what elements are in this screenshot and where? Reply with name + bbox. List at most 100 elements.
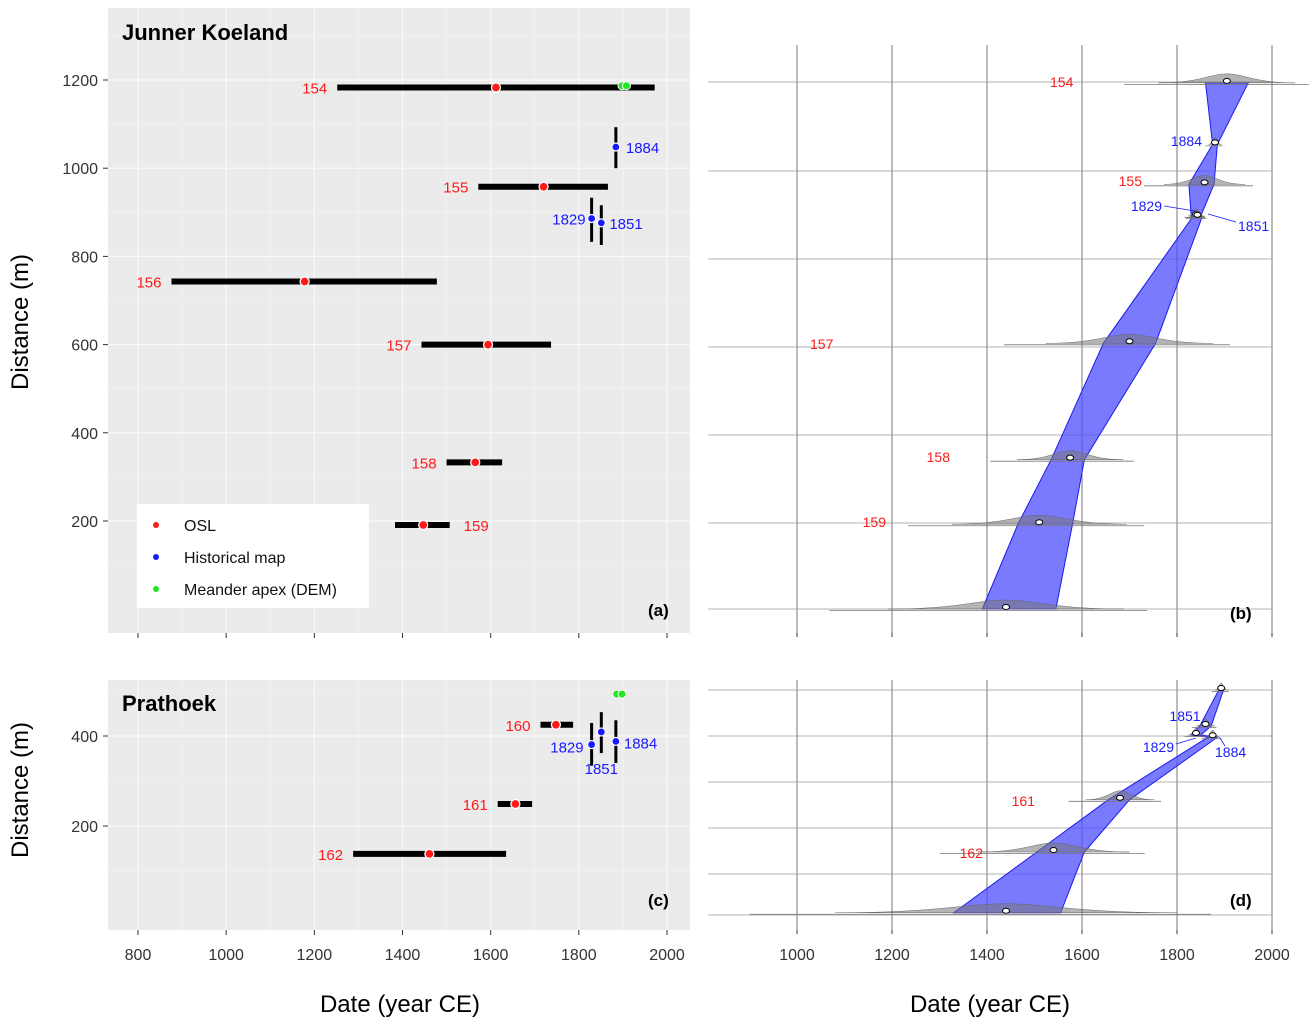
map-label: 1884 — [1215, 744, 1246, 760]
map-point — [596, 727, 606, 737]
panel-a-marks: 154 155 156 157 158 159 1884 1829 1851 — [136, 80, 659, 534]
median-point — [1125, 338, 1134, 345]
legend-apex-marker — [153, 586, 159, 592]
osl-label: 154 — [302, 80, 327, 97]
map-point — [611, 736, 621, 747]
osl-label: 162 — [960, 845, 984, 861]
label-leader — [1219, 737, 1226, 747]
median-point — [1116, 794, 1124, 801]
map-label: 1829 — [1131, 198, 1162, 214]
map-point — [611, 142, 621, 152]
x-tick-label: 2000 — [1254, 947, 1290, 964]
median-point — [1201, 721, 1210, 727]
panel-d: 1851 1829 1884 161 162 (d) — [708, 680, 1273, 930]
apex-point — [621, 81, 631, 91]
label-leader — [1163, 205, 1196, 212]
osl-point — [490, 82, 502, 93]
axis-ticks: 200 400 600 800 1000 1200 200 400 800 1000 1200 140… — [62, 73, 1289, 964]
map-label: 1829 — [1143, 739, 1174, 755]
median-point — [1211, 139, 1219, 146]
y-tick-label: 1200 — [62, 73, 98, 90]
y-axis-title-top: Distance (m) — [7, 254, 34, 390]
x-tick-label: 1600 — [473, 947, 509, 964]
osl-label: 159 — [863, 514, 887, 530]
panel-a-title: Junner Koeland — [122, 20, 288, 45]
panel-c-background — [108, 680, 690, 930]
age-depth-band — [981, 82, 1250, 610]
osl-label: 160 — [505, 718, 530, 735]
legend-box — [137, 504, 369, 608]
osl-label: 155 — [443, 180, 468, 197]
panel-c-tag: (c) — [648, 891, 669, 910]
median-point — [1002, 907, 1010, 914]
x-tick-label: 1800 — [561, 947, 597, 964]
median-point — [1208, 732, 1217, 739]
x-tick-label: 1200 — [874, 947, 910, 964]
panel-b: 154 1884 155 1829 1851 157 158 159 (b) — [708, 45, 1309, 633]
legend-apex-label: Meander apex (DEM) — [184, 582, 337, 599]
osl-label: 158 — [927, 449, 951, 465]
y-tick-label: 1000 — [62, 161, 98, 178]
legend-osl-marker — [153, 522, 159, 528]
osl-label: 156 — [136, 275, 161, 292]
panel-c-grid — [108, 680, 690, 930]
y-tick-label: 600 — [71, 338, 98, 355]
osl-label: 157 — [810, 336, 834, 352]
panel-c-title: Prathoek — [122, 691, 217, 716]
panel-d-marks: 1851 1829 1884 161 162 — [749, 682, 1246, 915]
x-tick-label: 1000 — [208, 947, 244, 964]
osl-point — [470, 457, 481, 468]
median-point — [1222, 77, 1231, 84]
osl-label: 158 — [412, 455, 437, 472]
map-label: 1851 — [609, 216, 642, 233]
y-tick-label: 400 — [71, 729, 98, 746]
legend-map-marker — [153, 554, 159, 560]
median-point — [1002, 604, 1010, 610]
panel-a: 154 155 156 157 158 159 1884 1829 1851 Junner Ko… — [108, 8, 690, 633]
median-point — [1049, 847, 1058, 853]
legend-osl-label: OSL — [184, 518, 216, 535]
panel-d-tag: (d) — [1230, 891, 1252, 910]
osl-point — [510, 798, 521, 810]
x-tick-label: 800 — [125, 947, 152, 964]
median-point — [1217, 685, 1226, 691]
panel-d-grid — [708, 680, 1273, 930]
osl-label: 154 — [1050, 74, 1074, 90]
y-tick-label: 400 — [71, 426, 98, 443]
osl-point — [418, 519, 429, 531]
panel-b-tag: (b) — [1230, 604, 1252, 623]
map-point — [587, 739, 597, 750]
osl-label: 162 — [318, 847, 343, 864]
y-tick-label: 800 — [71, 249, 98, 266]
y-tick-label: 200 — [71, 514, 98, 531]
x-tick-label: 2000 — [649, 947, 685, 964]
osl-label: 161 — [1012, 793, 1036, 809]
x-tick-label: 1800 — [1159, 947, 1195, 964]
map-point — [596, 218, 606, 228]
osl-label: 157 — [386, 338, 411, 355]
x-axis-title-right: Date (year CE) — [910, 991, 1070, 1018]
panel-b-marks: 154 1884 155 1829 1851 157 158 159 — [810, 73, 1309, 611]
median-point — [1193, 211, 1202, 218]
map-label: 1884 — [624, 735, 657, 752]
osl-point — [550, 719, 562, 730]
map-label: 1884 — [626, 140, 659, 157]
legend-map-label: Historical map — [184, 550, 285, 567]
x-axis-title-left: Date (year CE) — [320, 991, 480, 1018]
median-point — [1066, 454, 1075, 461]
map-label: 1829 — [550, 740, 583, 757]
legend: OSL Historical map Meander apex (DEM) — [137, 504, 369, 608]
panel-a-tag: (a) — [648, 601, 669, 620]
osl-label: 155 — [1119, 173, 1143, 189]
x-tick-label: 1400 — [385, 947, 421, 964]
y-tick-label: 200 — [71, 819, 98, 836]
osl-label: 161 — [463, 797, 488, 814]
osl-point — [424, 848, 435, 860]
y-axis-title-bottom: Distance (m) — [7, 722, 34, 858]
x-tick-label: 1000 — [779, 947, 815, 964]
panel-a-grid — [108, 8, 690, 633]
apex-point — [617, 689, 627, 699]
